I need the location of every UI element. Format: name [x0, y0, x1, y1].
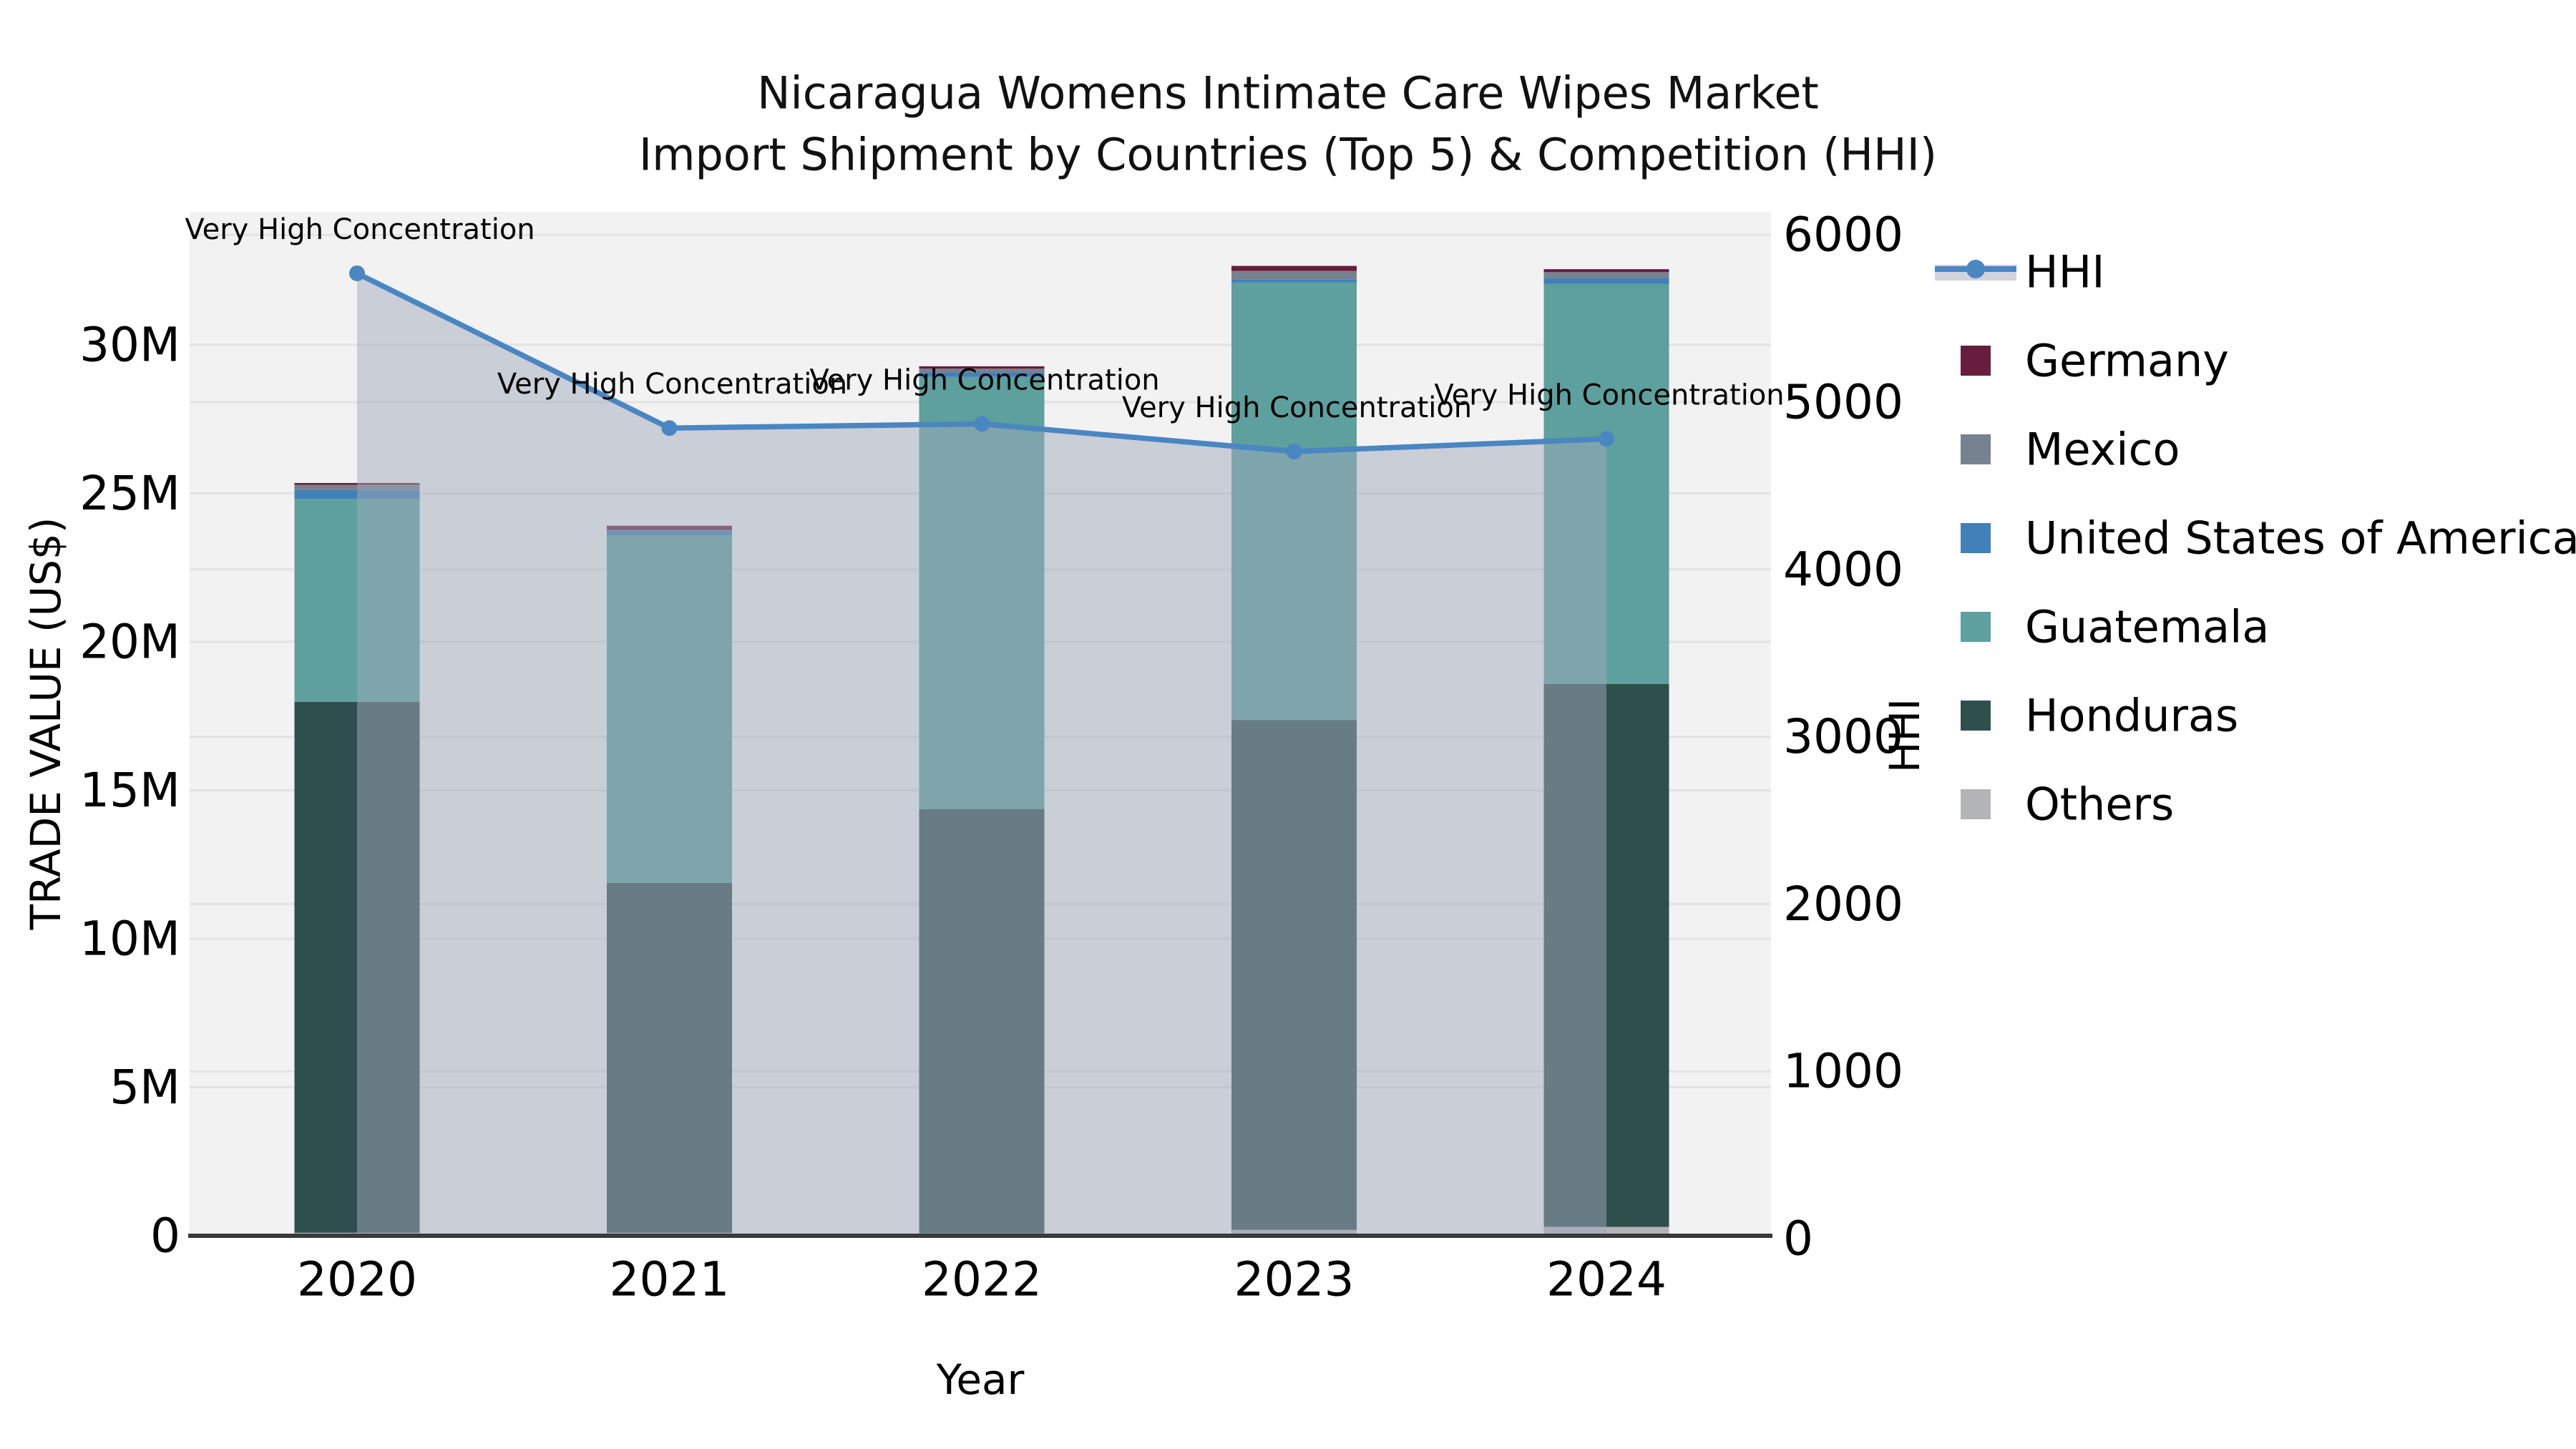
x-axis-label: Year	[936, 1355, 1025, 1404]
legend-item-mexico: Mexico	[1961, 424, 2180, 476]
legend-item-others: Others	[1961, 779, 2174, 831]
legend-label-others: Others	[2025, 779, 2174, 831]
tick-x-2022: 2022	[922, 1252, 1042, 1307]
legend-item-united-states-of-america: United States of America	[1961, 512, 2576, 565]
legend-label-united-states-of-america: United States of America	[2025, 512, 2576, 565]
tick-right-1000: 1000	[1783, 1044, 1903, 1099]
bar-2023-united-states-of-america	[1231, 279, 1357, 283]
hhi-point-2022	[974, 416, 990, 432]
tick-left-5M: 5M	[109, 1060, 180, 1115]
bar-2022-mexico	[919, 369, 1045, 374]
hhi-point-2023	[1286, 443, 1302, 459]
tick-right-2000: 2000	[1783, 877, 1903, 932]
legend-hhi-marker-icon	[1966, 260, 1985, 278]
annotation-2020: Very High Concentration	[185, 213, 535, 246]
legend-swatch-united-states-of-america	[1961, 523, 1991, 553]
tick-x-2023: 2023	[1234, 1252, 1355, 1307]
legend-item-guatemala: Guatemala	[1961, 601, 2269, 653]
legend-item-honduras: Honduras	[1961, 690, 2238, 742]
tick-x-2021: 2021	[610, 1252, 730, 1307]
annotation-2023: Very High Concentration	[1122, 391, 1472, 424]
legend-group: HHI Germany Mexico United States of America…	[1935, 246, 2576, 831]
annotation-2024: Very High Concentration	[1434, 379, 1784, 411]
tick-right-6000: 6000	[1783, 208, 1903, 263]
tick-left-0: 0	[150, 1209, 180, 1264]
legend-label-guatemala: Guatemala	[2025, 601, 2269, 653]
chart-title-line2: Import Shipment by Countries (Top 5) & C…	[639, 129, 1937, 181]
hhi-point-2024	[1599, 431, 1614, 447]
legend-item-germany: Germany	[1961, 335, 2229, 387]
tick-left-15M: 15M	[79, 763, 180, 818]
hhi-line-group	[349, 265, 1614, 459]
legend-swatch-honduras	[1961, 701, 1991, 731]
hhi-point-2020	[349, 265, 365, 281]
annotation-2021: Very High Concentration	[497, 368, 847, 401]
tick-left-20M: 20M	[79, 615, 180, 670]
bar-2022-united-states-of-america	[919, 373, 1045, 377]
annotation-2022: Very High Concentration	[809, 364, 1159, 396]
legend-label-honduras: Honduras	[2025, 690, 2238, 742]
legend-label-mexico: Mexico	[2025, 424, 2180, 476]
legend-label-hhi: HHI	[2025, 246, 2105, 298]
legend-label-germany: Germany	[2025, 335, 2229, 387]
legend-swatch-germany	[1961, 346, 1991, 376]
hhi-area-fill	[357, 273, 1606, 1236]
y-axis-label-right: HHI	[1880, 698, 1929, 773]
hhi-area-group	[357, 273, 1606, 1236]
bar-2024-germany	[1543, 269, 1669, 273]
tick-x-2020: 2020	[297, 1252, 417, 1307]
legend-swatch-mexico	[1961, 434, 1991, 464]
tick-left-10M: 10M	[79, 912, 180, 967]
legend-swatch-guatemala	[1961, 612, 1991, 642]
tick-right-3000: 3000	[1783, 709, 1903, 764]
bar-2023-germany	[1231, 265, 1357, 271]
y-axis-label-left: TRADE VALUE (US$)	[21, 517, 70, 931]
tick-right-5000: 5000	[1783, 375, 1903, 430]
tick-x-2024: 2024	[1546, 1252, 1667, 1307]
tick-right-0: 0	[1783, 1211, 1813, 1267]
tick-left-30M: 30M	[79, 318, 180, 373]
tick-labels-group: 0 5M 10M 15M 20M 25M 30M 0 1000 2000 3000 4000 5000 6…	[79, 208, 1903, 1307]
tick-right-4000: 4000	[1783, 542, 1903, 597]
hhi-point-2021	[661, 420, 678, 436]
chart-title-line1: Nicaragua Womens Intimate Care Wipes Mar…	[757, 67, 1819, 119]
bar-2024-mexico	[1543, 272, 1669, 278]
bar-2024-united-states-of-america	[1543, 278, 1669, 284]
bar-2022-germany	[919, 366, 1045, 369]
tick-left-25M: 25M	[79, 466, 180, 521]
legend-item-hhi: HHI	[1935, 246, 2105, 298]
bar-2023-mexico	[1231, 270, 1357, 280]
legend-swatch-others	[1961, 789, 1991, 819]
